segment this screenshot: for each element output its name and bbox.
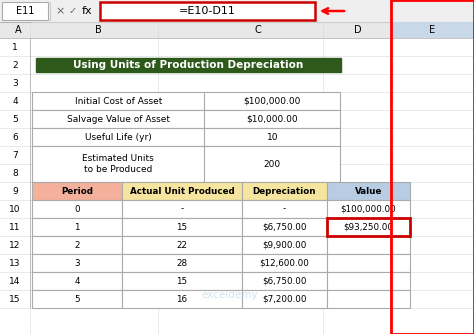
Bar: [327, 254, 410, 272]
Bar: [391, 0, 474, 334]
Text: Period: Period: [61, 186, 93, 195]
Bar: [327, 290, 410, 308]
Bar: [327, 236, 410, 254]
Bar: [0, 0, 474, 22]
Text: 15: 15: [176, 277, 188, 286]
Bar: [242, 272, 327, 290]
Text: C: C: [255, 25, 261, 35]
Bar: [242, 182, 327, 200]
Bar: [32, 236, 122, 254]
Bar: [327, 200, 410, 218]
Bar: [242, 236, 327, 254]
Text: 3: 3: [74, 259, 80, 268]
Bar: [32, 290, 122, 308]
Bar: [32, 218, 122, 236]
Text: 5: 5: [12, 115, 18, 124]
Bar: [327, 272, 410, 290]
Text: ✓: ✓: [69, 6, 77, 16]
Bar: [32, 254, 122, 272]
Bar: [327, 218, 410, 236]
Text: 2: 2: [74, 240, 80, 249]
Bar: [32, 92, 340, 110]
Bar: [122, 218, 242, 236]
Text: ×: ×: [55, 6, 64, 16]
Text: 1: 1: [12, 42, 18, 51]
Bar: [2, 2, 48, 20]
Text: Using Units of Production Depreciation: Using Units of Production Depreciation: [73, 60, 304, 70]
Text: 10: 10: [266, 133, 278, 142]
Text: $12,600.00: $12,600.00: [260, 259, 310, 268]
Text: Salvage Value of Asset: Salvage Value of Asset: [67, 115, 170, 124]
Bar: [32, 182, 122, 200]
Text: B: B: [95, 25, 101, 35]
Text: E11: E11: [16, 6, 34, 16]
Bar: [242, 254, 327, 272]
Text: 5: 5: [74, 295, 80, 304]
Text: $6,750.00: $6,750.00: [262, 277, 307, 286]
Bar: [242, 290, 327, 308]
Text: Initial Cost of Asset: Initial Cost of Asset: [74, 97, 162, 106]
Text: -: -: [283, 204, 286, 213]
Text: 16: 16: [176, 295, 188, 304]
Bar: [122, 272, 242, 290]
Text: 0: 0: [74, 204, 80, 213]
Bar: [327, 182, 410, 200]
Text: 200: 200: [264, 160, 281, 168]
Bar: [122, 182, 242, 200]
Text: $100,000.00: $100,000.00: [341, 204, 396, 213]
Text: $10,000.00: $10,000.00: [246, 115, 298, 124]
Text: -: -: [181, 204, 183, 213]
Text: 3: 3: [12, 78, 18, 88]
Text: 7: 7: [12, 151, 18, 160]
Text: Actual Unit Produced: Actual Unit Produced: [129, 186, 234, 195]
Bar: [32, 200, 122, 218]
Text: 15: 15: [9, 295, 21, 304]
Bar: [32, 110, 340, 128]
Text: 9: 9: [12, 186, 18, 195]
Text: $9,900.00: $9,900.00: [262, 240, 307, 249]
Bar: [122, 290, 242, 308]
Text: Depreciation: Depreciation: [253, 186, 316, 195]
Text: $100,000.00: $100,000.00: [244, 97, 301, 106]
Text: 15: 15: [176, 222, 188, 231]
Text: 28: 28: [176, 259, 188, 268]
Text: D: D: [354, 25, 362, 35]
Text: $93,250.00: $93,250.00: [344, 222, 393, 231]
Bar: [32, 128, 340, 146]
Text: 6: 6: [12, 133, 18, 142]
Text: 1: 1: [74, 222, 80, 231]
Bar: [32, 272, 122, 290]
Bar: [122, 200, 242, 218]
Text: 4: 4: [74, 277, 80, 286]
Bar: [391, 22, 474, 38]
Text: 12: 12: [9, 240, 21, 249]
Bar: [100, 2, 315, 20]
Bar: [242, 200, 327, 218]
Text: E: E: [429, 25, 435, 35]
Text: fx: fx: [82, 6, 92, 16]
Text: 14: 14: [9, 277, 21, 286]
Text: 4: 4: [12, 97, 18, 106]
Bar: [32, 146, 340, 182]
Bar: [122, 236, 242, 254]
Bar: [242, 218, 327, 236]
Text: Value: Value: [355, 186, 382, 195]
Text: 8: 8: [12, 168, 18, 177]
Text: 13: 13: [9, 259, 21, 268]
Text: $6,750.00: $6,750.00: [262, 222, 307, 231]
Text: A: A: [15, 25, 21, 35]
Text: 11: 11: [9, 222, 21, 231]
Text: 2: 2: [12, 60, 18, 69]
Text: $7,200.00: $7,200.00: [262, 295, 307, 304]
Text: 22: 22: [176, 240, 188, 249]
Bar: [0, 22, 474, 38]
Text: exceldemy: exceldemy: [202, 290, 258, 300]
Text: Estimated Units
to be Produced: Estimated Units to be Produced: [82, 154, 154, 174]
Text: 10: 10: [9, 204, 21, 213]
Text: =E10-D11: =E10-D11: [179, 6, 236, 16]
Text: Useful Life (yr): Useful Life (yr): [85, 133, 152, 142]
Bar: [36, 58, 341, 72]
Bar: [122, 254, 242, 272]
